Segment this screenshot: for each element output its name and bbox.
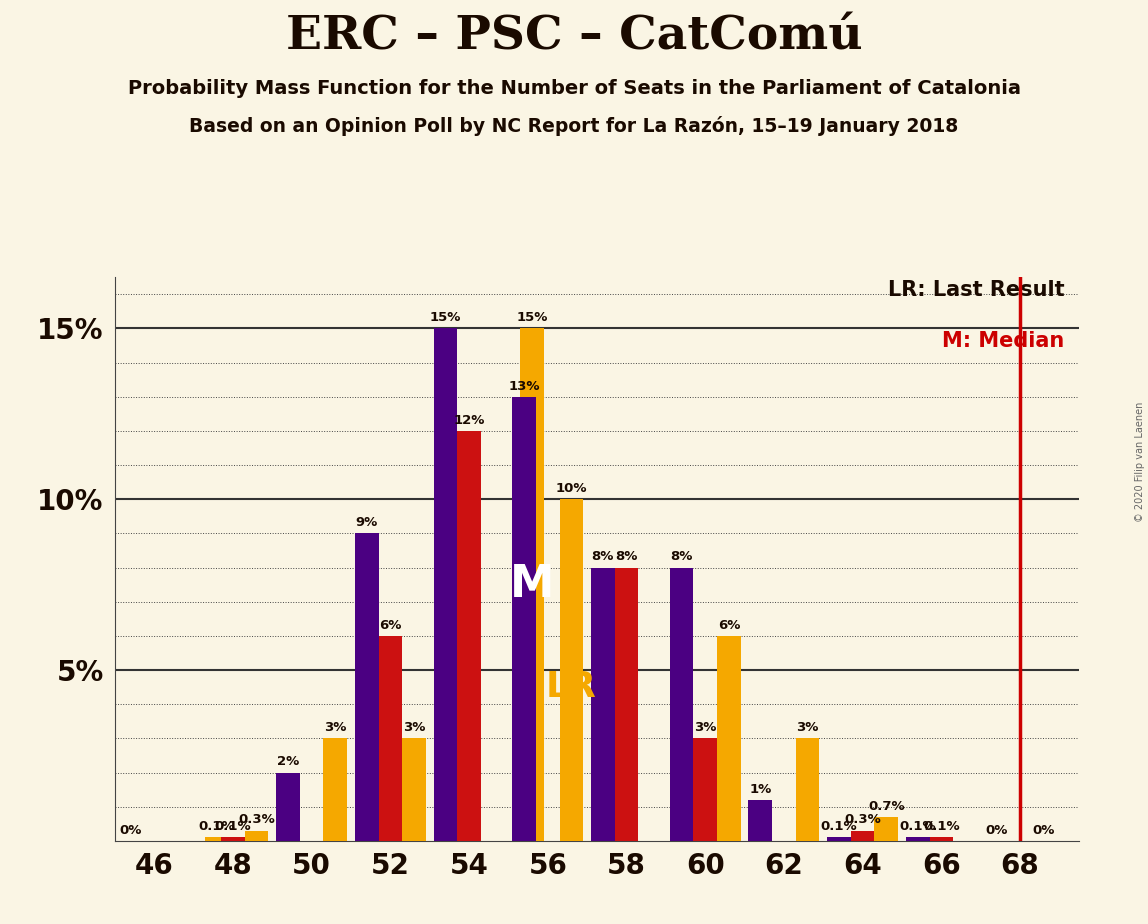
Bar <box>718 636 740 841</box>
Text: 3%: 3% <box>797 722 819 735</box>
Bar <box>512 396 536 841</box>
Bar <box>205 837 228 841</box>
Text: 3%: 3% <box>695 722 716 735</box>
Text: 6%: 6% <box>718 619 740 632</box>
Text: 0.1%: 0.1% <box>923 821 960 833</box>
Bar <box>324 738 347 841</box>
Text: 0.3%: 0.3% <box>238 813 274 826</box>
Bar <box>355 533 379 841</box>
Bar <box>669 567 693 841</box>
Text: 15%: 15% <box>517 311 548 324</box>
Text: 9%: 9% <box>356 517 378 529</box>
Bar <box>520 328 544 841</box>
Bar <box>457 431 481 841</box>
Text: LR: LR <box>546 670 597 704</box>
Text: 8%: 8% <box>670 551 692 564</box>
Text: 8%: 8% <box>591 551 614 564</box>
Text: 0.7%: 0.7% <box>868 800 905 813</box>
Bar <box>693 738 718 841</box>
Text: 0.1%: 0.1% <box>899 821 936 833</box>
Text: 12%: 12% <box>453 414 484 427</box>
Text: 1%: 1% <box>750 783 771 796</box>
Text: 0%: 0% <box>119 823 141 837</box>
Text: 10%: 10% <box>556 482 587 495</box>
Text: Probability Mass Function for the Number of Seats in the Parliament of Catalonia: Probability Mass Function for the Number… <box>127 79 1021 98</box>
Bar <box>277 772 300 841</box>
Bar <box>434 328 457 841</box>
Text: 3%: 3% <box>403 722 425 735</box>
Text: 0%: 0% <box>1032 823 1055 837</box>
Bar <box>614 567 638 841</box>
Bar <box>591 567 614 841</box>
Bar <box>245 831 269 841</box>
Text: 3%: 3% <box>324 722 347 735</box>
Bar <box>379 636 402 841</box>
Text: 0.1%: 0.1% <box>215 821 251 833</box>
Bar <box>559 499 583 841</box>
Text: 13%: 13% <box>509 380 540 393</box>
Text: 0.1%: 0.1% <box>199 821 235 833</box>
Bar <box>222 837 245 841</box>
Text: 8%: 8% <box>615 551 637 564</box>
Bar <box>851 831 875 841</box>
Text: 0%: 0% <box>985 823 1008 837</box>
Text: 0.3%: 0.3% <box>844 813 881 826</box>
Text: ERC – PSC – CatComú: ERC – PSC – CatComú <box>286 14 862 60</box>
Text: 6%: 6% <box>379 619 402 632</box>
Text: 15%: 15% <box>429 311 461 324</box>
Bar <box>828 837 851 841</box>
Bar <box>402 738 426 841</box>
Text: M: Median: M: Median <box>943 331 1064 351</box>
Bar <box>796 738 820 841</box>
Text: Based on an Opinion Poll by NC Report for La Razón, 15–19 January 2018: Based on an Opinion Poll by NC Report fo… <box>189 116 959 136</box>
Bar <box>875 817 898 841</box>
Bar <box>930 837 953 841</box>
Bar <box>906 837 930 841</box>
Text: © 2020 Filip van Laenen: © 2020 Filip van Laenen <box>1135 402 1145 522</box>
Text: 2%: 2% <box>277 756 300 769</box>
Text: LR: Last Result: LR: Last Result <box>889 280 1064 300</box>
Bar <box>748 800 773 841</box>
Text: 0.1%: 0.1% <box>821 821 858 833</box>
Text: M: M <box>510 563 554 606</box>
